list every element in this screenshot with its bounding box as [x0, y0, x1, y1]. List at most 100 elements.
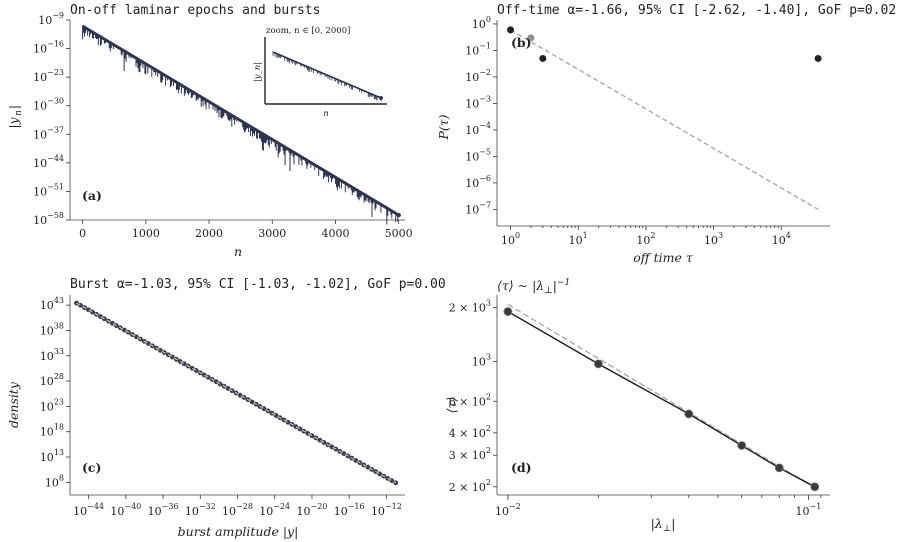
y-tick-label: 10−23	[33, 68, 64, 84]
panel-c-point	[98, 314, 103, 319]
panel-b-ylabel: P(τ)	[436, 114, 451, 140]
panel-c-point	[133, 334, 139, 340]
panel-c-point	[225, 386, 231, 391]
panel-c-point	[74, 300, 79, 306]
panel-c-point	[90, 309, 95, 315]
panel-c-title: Burst α=-1.03, 95% CI [-1.03, -1.02], Go…	[70, 277, 446, 292]
panel-a-series-line	[81, 24, 400, 217]
panel-c-point	[317, 437, 323, 443]
panel-a-inset: zoom, n ∈ [0, 2000] n |y_n|	[253, 26, 387, 119]
y-tick-label: 10−6	[465, 174, 491, 190]
x-tick-label: 10−32	[185, 502, 216, 518]
inset-xlabel: n	[323, 109, 328, 119]
panel-d-xlabel: |λ⊥|	[651, 516, 676, 534]
y-tick-label: 10−4	[465, 121, 491, 137]
y-tick-label: 1028	[40, 372, 64, 388]
y-tick-label: 10−37	[33, 125, 64, 141]
panel-c-point	[293, 424, 299, 430]
panel-c-point	[297, 426, 303, 432]
panel-a-grid: 0 1000 2000 3000 4000 5000 10−9 10−16 10−23 10−30…	[33, 11, 413, 240]
y-tick-label: 108	[45, 473, 64, 489]
panel-b-point	[539, 54, 547, 62]
x-tick-label: 0	[79, 227, 86, 240]
x-tick-label: 1000	[132, 227, 160, 240]
panel-c-point	[205, 374, 211, 380]
y-tick-label: 10−9	[38, 11, 64, 27]
panel-a-ylabel: |y n |	[6, 105, 24, 129]
panel-c-point	[78, 302, 83, 308]
panel-d-point	[810, 482, 820, 492]
panel-c-point	[309, 433, 315, 439]
panel-c-series	[74, 300, 399, 486]
x-tick-label: 10−24	[259, 502, 290, 518]
panel-c-fit-line	[76, 302, 396, 484]
panel-b-title: Off-time α=-1.66, 95% CI [-2.62, -1.40],…	[497, 3, 896, 18]
y-tick-label: 10−2	[465, 68, 491, 84]
y-tick-label: 10−5	[465, 147, 491, 163]
panel-b-point	[814, 54, 822, 62]
panel-c-point	[110, 320, 115, 326]
x-tick-label: 5000	[385, 227, 413, 240]
x-tick-label: 2000	[195, 227, 223, 240]
inset-endpoint	[379, 96, 383, 100]
x-tick-label: 10−40	[110, 502, 141, 518]
y-tick-label: 1013	[40, 448, 64, 464]
panel-b-point	[527, 34, 535, 42]
y-tick-label: 10−30	[33, 97, 64, 113]
panel-b-series	[507, 26, 822, 211]
x-tick-label: 101	[569, 231, 588, 247]
inset-line	[272, 51, 382, 99]
x-tick-label: 4000	[321, 227, 349, 240]
svg-text:n: n	[14, 110, 24, 116]
x-tick-label: 10−20	[296, 502, 327, 518]
x-tick-label: 10−28	[222, 502, 253, 518]
y-tick-label: 10−3	[465, 94, 491, 110]
panel-b-fit-line	[510, 29, 819, 211]
panel-c-point	[285, 419, 291, 425]
x-tick-label: 3000	[258, 227, 286, 240]
panel-b: Off-time α=-1.66, 95% CI [-2.62, -1.40],…	[436, 3, 896, 265]
panel-c-point	[189, 365, 195, 371]
y-tick-label: 103	[472, 353, 491, 369]
x-tick-label: 10−36	[148, 502, 179, 518]
panel-d-point	[593, 359, 603, 369]
x-tick-label: 100	[501, 231, 520, 247]
panel-c-point	[237, 392, 243, 398]
panel-d-fit-line	[507, 303, 816, 489]
panel-c-point	[145, 341, 151, 346]
panel-c-point	[329, 444, 335, 450]
y-tick-label: 100	[472, 15, 491, 31]
panel-c-ylabel: density	[6, 381, 21, 428]
y-tick-label: 10−1	[465, 41, 491, 57]
panel-b-xlabel: off time τ	[633, 250, 694, 265]
x-tick-label: 10−2	[495, 502, 521, 518]
y-tick-label: 6 × 102	[449, 392, 491, 408]
x-tick-label: 102	[636, 231, 655, 247]
panel-c-point	[122, 327, 127, 333]
panel-d-series	[503, 303, 820, 492]
panel-c-point	[249, 399, 255, 405]
y-tick-label: 10−51	[33, 182, 64, 198]
svg-text:⟨τ⟩ ∼ |λ⊥|−1: ⟨τ⟩ ∼ |λ⊥|−1	[497, 278, 570, 296]
panel-d-point	[684, 409, 694, 419]
panel-c-point	[157, 347, 163, 353]
inset-ylabel: |y_n|	[253, 62, 263, 82]
panel-a: On-off laminar epochs and bursts 0 1000 20…	[6, 3, 413, 259]
inset-label: zoom, n ∈ [0, 2000]	[266, 26, 350, 36]
panel-d-label: (d)	[511, 460, 532, 475]
panel-d-point	[503, 307, 513, 316]
y-tick-label: 10−7	[465, 200, 491, 216]
panel-c-point	[261, 406, 267, 412]
svg-text:|: |	[6, 105, 21, 109]
x-tick-label: 10−44	[73, 502, 104, 518]
panel-c-label: (c)	[82, 460, 101, 475]
x-tick-label: 10−16	[334, 502, 365, 518]
y-tick-label: 10−44	[33, 154, 64, 170]
panel-c-point	[102, 316, 107, 322]
y-tick-label: 10−58	[33, 211, 64, 227]
x-tick-label: 103	[704, 231, 723, 247]
panel-d-title: ⟨τ⟩ ∼ |λ⊥|−1	[497, 278, 570, 296]
panel-c-point	[193, 368, 199, 373]
panel-c-point	[341, 451, 347, 456]
panel-a-xlabel: n	[234, 244, 242, 259]
